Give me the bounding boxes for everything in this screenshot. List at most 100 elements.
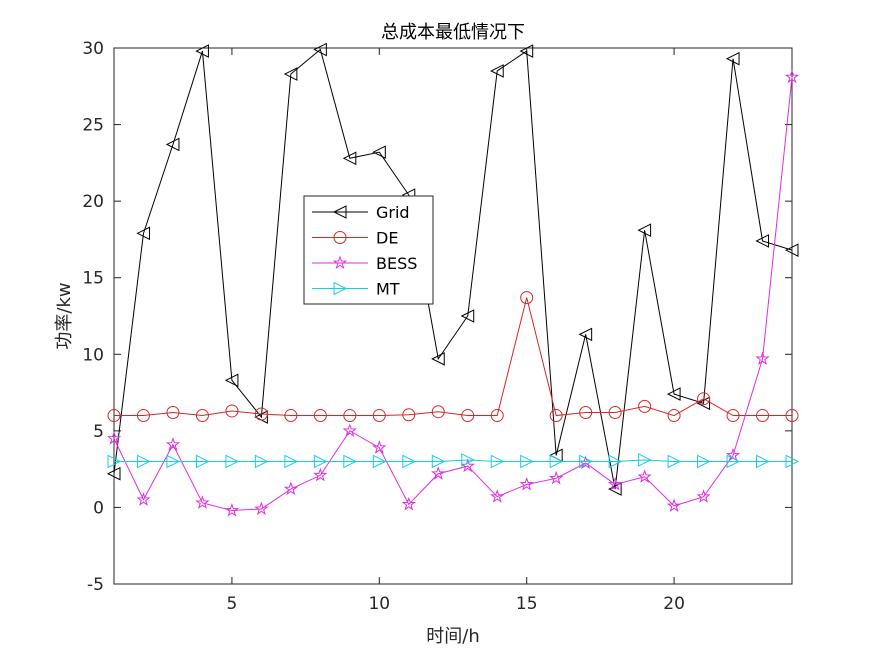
data-point: [667, 409, 681, 423]
data-point: [638, 399, 652, 413]
data-point: [372, 409, 386, 423]
data-point: [637, 223, 652, 238]
x-tick-label: 15: [516, 594, 538, 614]
data-point: [520, 454, 534, 469]
data-point: [225, 454, 240, 469]
data-point: [313, 454, 328, 469]
legend-label: Grid: [376, 203, 410, 222]
data-point: [333, 231, 347, 244]
data-point: [431, 352, 445, 366]
data-point: [224, 373, 239, 388]
series-mt: [107, 453, 800, 469]
data-point: [165, 437, 181, 451]
data-point: [490, 409, 504, 423]
data-point: [579, 405, 593, 419]
data-point: [342, 151, 357, 166]
data-point: [195, 44, 209, 58]
data-point: [284, 454, 298, 469]
data-point: [136, 409, 150, 423]
data-point: [431, 466, 446, 480]
data-point: [431, 454, 446, 469]
data-point: [756, 409, 770, 423]
data-point: [254, 407, 268, 421]
data-point: [283, 67, 298, 81]
data-point: [106, 430, 122, 445]
x-tick-label: 5: [226, 594, 237, 614]
plot-area: [113, 47, 793, 585]
data-point: [195, 495, 210, 509]
data-point: [667, 454, 682, 469]
data-point: [136, 226, 150, 241]
data-point: [608, 405, 622, 419]
data-point: [254, 454, 269, 469]
data-point: [402, 454, 416, 469]
data-point: [136, 492, 151, 506]
data-point: [284, 409, 298, 423]
data-point: [372, 145, 386, 159]
data-point: [519, 44, 534, 58]
series-layer: [106, 42, 800, 517]
data-point: [283, 481, 299, 496]
data-point: [696, 489, 711, 503]
data-point: [431, 405, 445, 419]
data-point: [195, 409, 209, 423]
data-point: [195, 454, 210, 469]
data-point: [608, 482, 622, 496]
legend-entry: MT: [312, 280, 400, 299]
data-point: [136, 454, 151, 469]
data-point: [578, 327, 593, 342]
y-tick-label: -5: [87, 575, 104, 595]
data-point: [608, 454, 623, 469]
series-de: [107, 291, 799, 423]
data-point: [755, 234, 770, 248]
data-point: [784, 243, 799, 257]
data-point: [313, 409, 327, 423]
legend-entry: Grid: [312, 203, 410, 222]
data-point: [726, 454, 741, 469]
series-line: [113, 48, 793, 490]
x-axis-title: 时间/h: [426, 626, 479, 647]
y-tick-label: 30: [82, 39, 104, 59]
data-point: [666, 498, 682, 512]
data-point: [332, 205, 347, 219]
data-point: [756, 454, 770, 469]
data-point: [725, 447, 741, 462]
data-point: [372, 440, 387, 454]
data-point: [638, 453, 652, 467]
data-point: [549, 470, 564, 485]
legend-label: BESS: [376, 254, 417, 273]
legend-label: MT: [376, 280, 400, 299]
data-point: [460, 309, 475, 323]
data-point: [165, 137, 180, 152]
data-point: [490, 64, 504, 78]
data-point: [637, 469, 652, 483]
data-point: [785, 409, 799, 423]
data-point: [579, 454, 593, 469]
y-tick-label: 5: [93, 422, 104, 442]
data-point: [166, 454, 181, 469]
data-point: [107, 454, 122, 469]
x-tick-label: 20: [663, 594, 685, 614]
y-axis-title: 功率/kw: [54, 282, 75, 349]
y-tick-label: 10: [82, 345, 104, 365]
data-point: [224, 502, 240, 517]
y-axis: -5 0 5 10 15 20 25 30: [82, 39, 792, 595]
data-point: [697, 392, 711, 406]
data-point: [725, 51, 740, 66]
data-point: [107, 409, 121, 423]
data-point: [784, 69, 800, 84]
data-point: [697, 454, 711, 469]
y-tick-label: 0: [93, 498, 104, 518]
data-point: [666, 387, 681, 401]
x-axis: 5 10 15 20: [226, 48, 685, 614]
data-point: [166, 405, 180, 419]
data-point: [549, 409, 563, 423]
data-point: [342, 423, 357, 437]
data-point: [401, 496, 416, 511]
data-point: [490, 489, 505, 503]
data-point: [461, 453, 475, 467]
data-point: [313, 42, 327, 57]
data-point: [549, 454, 564, 469]
data-point: [332, 255, 348, 270]
